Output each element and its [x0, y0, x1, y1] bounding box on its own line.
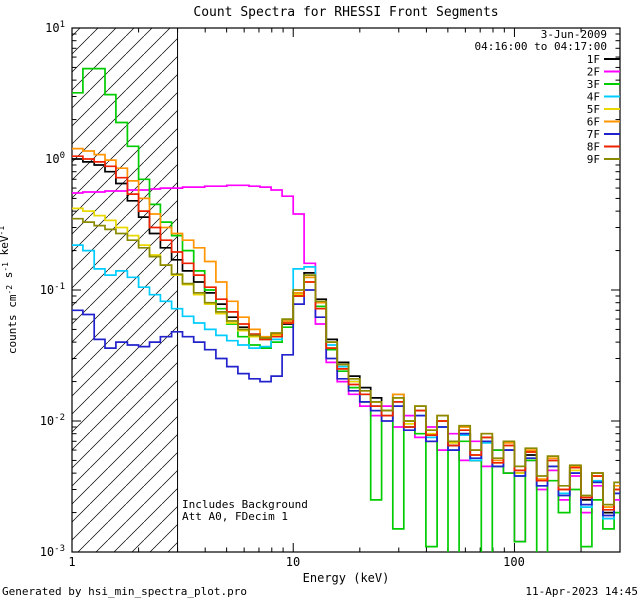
annotation-includes-background: Includes Background [182, 498, 308, 511]
x-tick-label-1: 1 [68, 555, 75, 569]
y-tick-label: 10-3 [40, 544, 65, 559]
hatch-layer [72, 28, 179, 552]
y-tick-label: 101 [45, 20, 65, 35]
legend-label-7F: 7F [587, 128, 600, 141]
axes-layer: 101 100 10-1 10-2 10-3 counts cm-2 s-1 keV-1 [0, 20, 621, 559]
y-tick-label: 10-2 [40, 413, 65, 428]
x-axis-label: Energy (keV) [303, 571, 390, 585]
x-tick-label-100: 100 [503, 555, 525, 569]
footer-generator: Generated by hsi_min_spectra_plot.pro [2, 585, 247, 598]
y-tick-label: 100 [45, 151, 65, 166]
series-line-9F [72, 217, 620, 506]
legend-label-9F: 9F [587, 153, 600, 166]
annotation-attenuator-state: Att A0, FDecim 1 [182, 510, 288, 523]
series-layer [72, 67, 620, 552]
legend-label-4F: 4F [587, 91, 600, 104]
y-tick-label: 10-1 [40, 282, 65, 297]
chart-title: Count Spectra for RHESSI Front Segments [193, 5, 498, 20]
y-axis-label: counts cm-2 s-1 keV-1 [0, 226, 19, 354]
observation-date: 3-Jun-2009 [541, 28, 607, 41]
x-tick-label-10: 10 [286, 555, 300, 569]
legend-label-5F: 5F [587, 103, 600, 116]
legend-label-6F: 6F [587, 116, 600, 129]
legend-label-2F: 2F [587, 66, 600, 79]
legend-label-3F: 3F [587, 78, 600, 91]
legend-label-1F: 1F [587, 53, 600, 66]
observation-time-range: 04:16:00 to 04:17:00 [475, 40, 607, 53]
legend-label-8F: 8F [587, 141, 600, 154]
footer-timestamp: 11-Apr-2023 14:45 [525, 585, 638, 598]
hatch-region [72, 28, 178, 552]
